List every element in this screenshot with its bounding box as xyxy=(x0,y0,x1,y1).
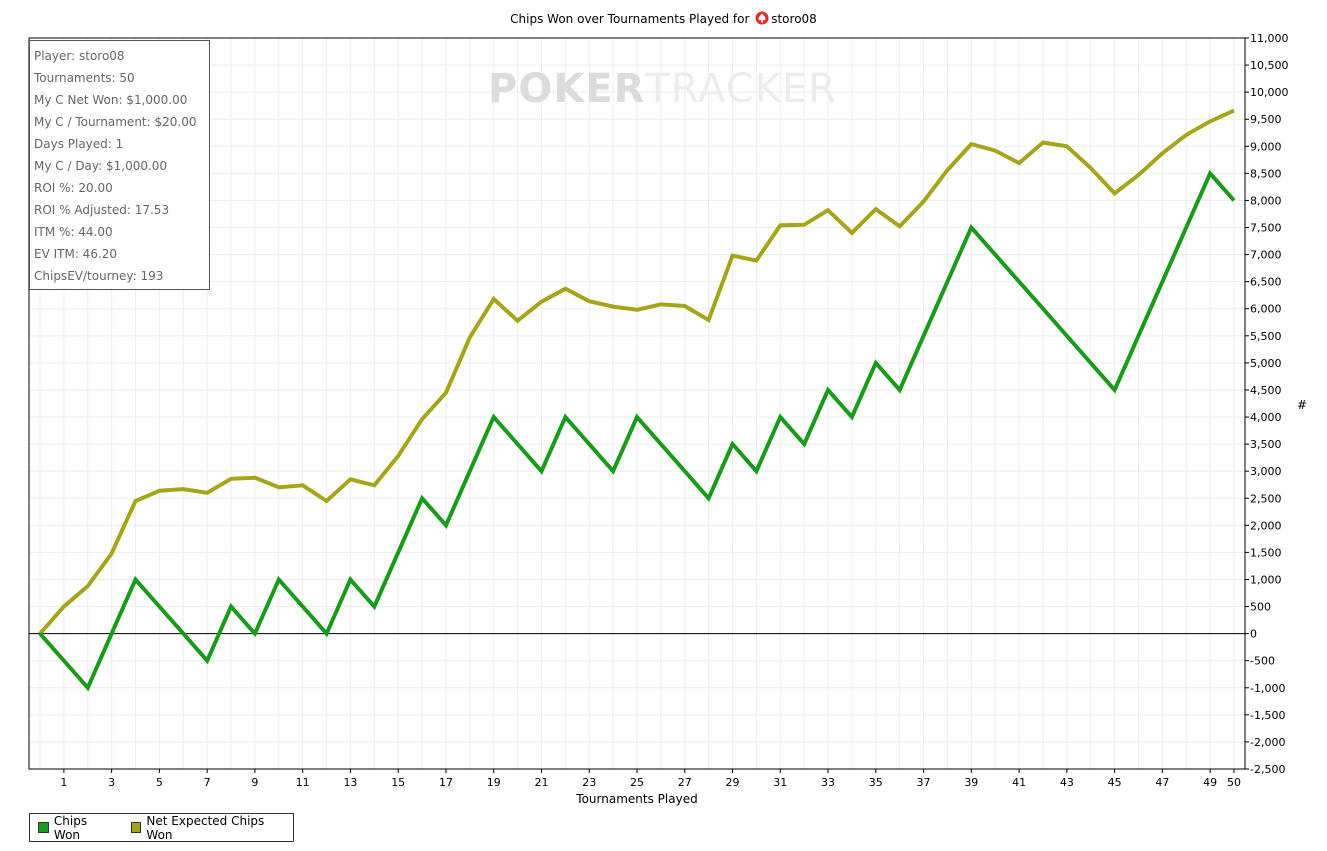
stat-line: My C / Day: $1,000.00 xyxy=(34,159,168,173)
y-tick-label: -2,000 xyxy=(1250,736,1285,749)
stat-line: ROI %: 20.00 xyxy=(34,181,113,195)
stat-line: EV ITM: 46.20 xyxy=(34,247,118,261)
x-tick-label: 13 xyxy=(343,776,357,789)
x-tick-label: 9 xyxy=(251,776,258,789)
chart-title-text: Chips Won over Tournaments Played for xyxy=(510,12,750,26)
stat-line: Tournaments: 50 xyxy=(34,71,135,85)
y-tick-label: 5,500 xyxy=(1250,330,1282,343)
x-tick-label: 35 xyxy=(869,776,883,789)
x-tick-label: 19 xyxy=(487,776,501,789)
x-tick-label: 47 xyxy=(1155,776,1169,789)
y-tick-label: 7,500 xyxy=(1250,222,1282,235)
x-tick-label: 37 xyxy=(917,776,931,789)
x-tick-label: 21 xyxy=(534,776,548,789)
x-tick-label: 41 xyxy=(1012,776,1026,789)
legend-label: Chips Won xyxy=(53,813,88,842)
y-axis-label: # xyxy=(1297,398,1308,412)
x-tick-label: 11 xyxy=(296,776,310,789)
stat-line: My C / Tournament: $20.00 xyxy=(34,115,197,129)
stat-line: ITM %: 44.00 xyxy=(34,225,113,239)
y-tick-label: 3,500 xyxy=(1250,438,1282,451)
y-tick-label: 6,000 xyxy=(1250,303,1282,316)
y-tick-label: -500 xyxy=(1250,655,1275,668)
legend-swatch xyxy=(38,822,49,833)
y-tick-label: 500 xyxy=(1250,601,1271,614)
axes: 11,00010,50010,0009,5009,0008,5008,0007,… xyxy=(29,32,1289,789)
y-tick-label: 4,500 xyxy=(1250,384,1282,397)
legend-label: Net Expected Chips Won xyxy=(146,813,265,842)
series-lines xyxy=(38,108,1236,692)
y-tick-label: 1,000 xyxy=(1250,573,1282,586)
x-tick-label: 49 xyxy=(1203,776,1217,789)
y-tick-label: 8,500 xyxy=(1250,167,1282,180)
stat-line: ChipsEV/tourney: 193 xyxy=(34,269,164,283)
x-tick-label: 25 xyxy=(630,776,644,789)
x-tick-label: 23 xyxy=(582,776,596,789)
y-tick-label: 5,000 xyxy=(1250,357,1282,370)
y-tick-label: 7,000 xyxy=(1250,249,1282,262)
x-tick-label: 5 xyxy=(156,776,163,789)
series-line xyxy=(38,108,1235,635)
chart-title: Chips Won over Tournaments Played for st… xyxy=(0,11,1327,26)
player-stats-box: Player: storo08 Tournaments: 50 My C Net W… xyxy=(29,40,210,290)
y-tick-label: -1,000 xyxy=(1250,682,1285,695)
x-tick-label: 7 xyxy=(204,776,211,789)
legend-item: Net Expected Chips Won xyxy=(130,813,294,842)
x-tick-label: 1 xyxy=(60,776,67,789)
y-tick-label: 2,500 xyxy=(1250,492,1282,505)
y-tick-label: 9,000 xyxy=(1250,140,1282,153)
x-axis-label: Tournaments Played xyxy=(576,792,698,806)
stat-line: Player: storo08 xyxy=(34,49,125,63)
series-line xyxy=(38,169,1236,692)
y-tick-label: -1,500 xyxy=(1250,709,1285,722)
x-tick-label: 39 xyxy=(964,776,978,789)
legend-item: Chips Won xyxy=(38,814,117,842)
y-tick-label: 6,500 xyxy=(1250,276,1282,289)
y-tick-label: 1,500 xyxy=(1250,546,1282,559)
y-tick-label: 4,000 xyxy=(1250,411,1282,424)
y-tick-label: 10,500 xyxy=(1250,59,1289,72)
y-tick-label: 9,500 xyxy=(1250,113,1282,126)
x-tick-label: 29 xyxy=(726,776,740,789)
y-tick-label: 11,000 xyxy=(1250,32,1289,45)
x-tick-label: 3 xyxy=(108,776,115,789)
x-tick-label: 31 xyxy=(773,776,787,789)
y-tick-label: -2,500 xyxy=(1250,763,1285,776)
watermark-bold: POKER xyxy=(488,66,646,112)
player-name: storo08 xyxy=(771,12,817,26)
x-tick-label: 27 xyxy=(678,776,692,789)
y-tick-label: 10,000 xyxy=(1250,86,1289,99)
y-tick-label: 0 xyxy=(1250,628,1257,641)
y-tick-label: 2,000 xyxy=(1250,519,1282,532)
x-tick-label: 45 xyxy=(1108,776,1122,789)
y-tick-label: 8,000 xyxy=(1250,194,1282,207)
x-tick-label: 17 xyxy=(439,776,453,789)
x-tick-label: 43 xyxy=(1060,776,1074,789)
pokertracker-watermark: POKERTRACKER xyxy=(488,66,837,112)
y-tick-label: 3,000 xyxy=(1250,465,1282,478)
legend-swatch xyxy=(130,822,142,833)
x-tick-label: 15 xyxy=(391,776,405,789)
x-tick-label: 50 xyxy=(1227,776,1241,789)
stat-line: ROI % Adjusted: 17.53 xyxy=(34,203,170,217)
legend: Chips Won Net Expected Chips Won xyxy=(29,813,294,842)
stat-line: Days Played: 1 xyxy=(34,137,124,151)
x-tick-label: 33 xyxy=(821,776,835,789)
spade-icon xyxy=(755,11,769,25)
stat-line: My C Net Won: $1,000.00 xyxy=(34,93,188,107)
watermark-light: TRACKER xyxy=(645,66,837,112)
